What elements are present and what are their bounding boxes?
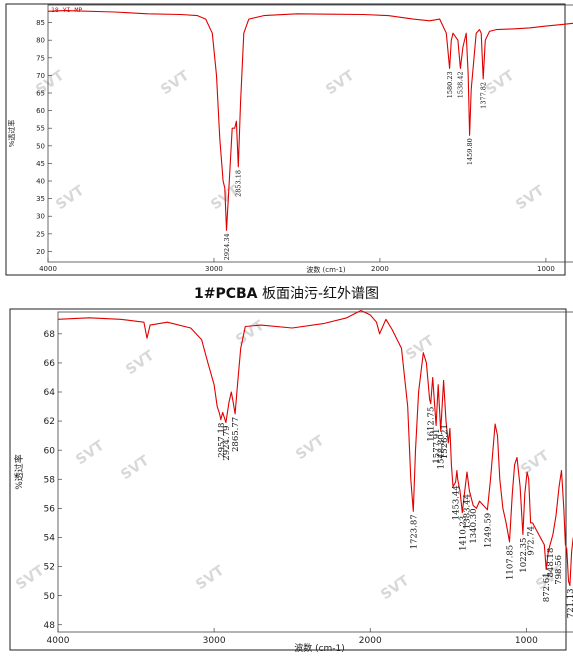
- y-tick-label: 65: [36, 89, 45, 97]
- watermark-2: SVT: [323, 67, 358, 98]
- x-tick-label: 1000: [537, 265, 555, 273]
- peak-label-13: 1107.85: [505, 545, 515, 580]
- peak-label-9: 1383.44: [462, 494, 472, 529]
- peak-label-3: 1723.87: [409, 514, 419, 549]
- y-tick-label: 54: [44, 534, 56, 544]
- x-tick-label: 2000: [359, 636, 382, 646]
- y-tick-label: 30: [36, 213, 45, 221]
- spectrum-line-0: [57, 309, 573, 587]
- watermark-1: SVT: [158, 67, 193, 98]
- peak-label-0: 2957.18: [217, 423, 227, 458]
- x-tick-label: 1000: [515, 636, 538, 646]
- watermark-8: SVT: [233, 317, 268, 348]
- y-tick-label: 68: [44, 330, 56, 340]
- y-tick-label: 50: [36, 142, 45, 150]
- caption-sample-id: 1#PCBA: [193, 286, 258, 302]
- peak-label-2: 2865.77: [231, 417, 241, 452]
- peak-label-3: 1538.42: [457, 71, 465, 98]
- peak-label-10: 1410.23: [458, 516, 468, 551]
- peak-label-0: 2924.34: [223, 233, 231, 260]
- watermark-9: SVT: [403, 332, 438, 363]
- watermark-15: SVT: [193, 562, 228, 593]
- y-tick-label: 40: [36, 177, 45, 185]
- peak-label-11: 1340.30: [469, 508, 479, 543]
- watermark-13: SVT: [518, 447, 553, 478]
- watermark-14: SVT: [13, 562, 48, 593]
- watermark-4: SVT: [53, 182, 88, 213]
- peak-label-5: 1377.82: [479, 82, 487, 109]
- spectrum-id-label: 18 YI MP: [51, 6, 82, 14]
- y-tick-label: 35: [36, 195, 45, 203]
- y-tick-label: 62: [44, 417, 55, 427]
- x-tick-label: 3000: [205, 265, 223, 273]
- y-tick-label: 64: [44, 388, 56, 398]
- peak-label-15: 972.74: [527, 526, 537, 556]
- watermark-11: SVT: [118, 452, 153, 483]
- y-tick-label: 70: [36, 72, 45, 80]
- chart-frame: [5, 3, 566, 276]
- x-tick-label: 4000: [47, 636, 70, 646]
- peak-label-8: 1453.44: [452, 485, 462, 520]
- watermark-7: SVT: [123, 347, 158, 378]
- chart-0: 20 25 30 35 40 45 50 55 60 65 70 75 80 85 4000 3000 2000…: [5, 3, 573, 276]
- peak-label-7: 1526.21: [440, 424, 450, 459]
- chart-frame: [9, 308, 567, 651]
- peak-label-18: 798.56: [554, 555, 564, 585]
- watermark-12: SVT: [293, 432, 328, 463]
- peak-label-5: 1577.91: [432, 428, 442, 463]
- y-tick-label: 55: [36, 125, 45, 133]
- x-tick-label: 4000: [39, 265, 57, 273]
- y-tick-label: 45: [36, 160, 45, 168]
- y-tick-label: 75: [36, 54, 45, 62]
- chart-1: 48 50 52 54 56 58 60 62 64 66 68 4000 3000 2000 1000 波数…: [9, 308, 573, 654]
- peak-label-4: 1459.80: [466, 138, 474, 165]
- y-tick-label: 66: [44, 359, 56, 369]
- y-tick-label: 56: [44, 505, 56, 515]
- peak-label-1: 2853.18: [235, 170, 243, 197]
- x-axis-label: 波数 (cm-1): [294, 642, 345, 654]
- y-axis-label: %透过率: [13, 454, 25, 490]
- x-tick-label: 3000: [203, 636, 226, 646]
- y-tick-label: 85: [36, 19, 45, 27]
- plot-area: [47, 4, 573, 263]
- plot-area: [57, 311, 573, 633]
- watermark-10: SVT: [73, 437, 108, 468]
- peak-label-1: 2924.79: [222, 426, 232, 461]
- y-tick-label: 60: [36, 107, 45, 115]
- figure-caption: 1#PCBA 板面油污-红外谱图: [0, 283, 573, 303]
- x-tick-label: 2000: [371, 265, 389, 273]
- y-tick-label: 48: [44, 621, 56, 631]
- peak-label-12: 1249.59: [483, 513, 493, 548]
- y-tick-label: 60: [44, 446, 56, 456]
- y-tick-label: 25: [36, 230, 45, 238]
- peak-label-16: 872.61: [542, 572, 552, 602]
- x-axis-label: 波数 (cm-1): [306, 265, 346, 274]
- peak-label-17: 848.18: [546, 548, 556, 578]
- y-tick-label: 20: [36, 248, 45, 256]
- y-tick-label: 80: [36, 37, 45, 45]
- caption-title: 板面油污-红外谱图: [257, 286, 380, 302]
- y-tick-label: 50: [44, 592, 56, 602]
- spectrum-line-0: [47, 10, 573, 231]
- peak-label-14: 1022.35: [519, 538, 529, 573]
- watermark-16: SVT: [378, 572, 413, 603]
- peak-label-4: 1612.75: [427, 407, 437, 442]
- y-axis-label: %透过率: [7, 120, 16, 148]
- peak-label-2: 1580.23: [446, 71, 454, 98]
- watermark-3: SVT: [483, 67, 518, 98]
- watermark-6: SVT: [513, 182, 548, 213]
- peak-label-19: 721.13: [566, 588, 573, 618]
- y-tick-label: 58: [44, 475, 56, 485]
- y-tick-label: 52: [44, 563, 55, 573]
- peak-label-6: 1548.80: [437, 434, 447, 469]
